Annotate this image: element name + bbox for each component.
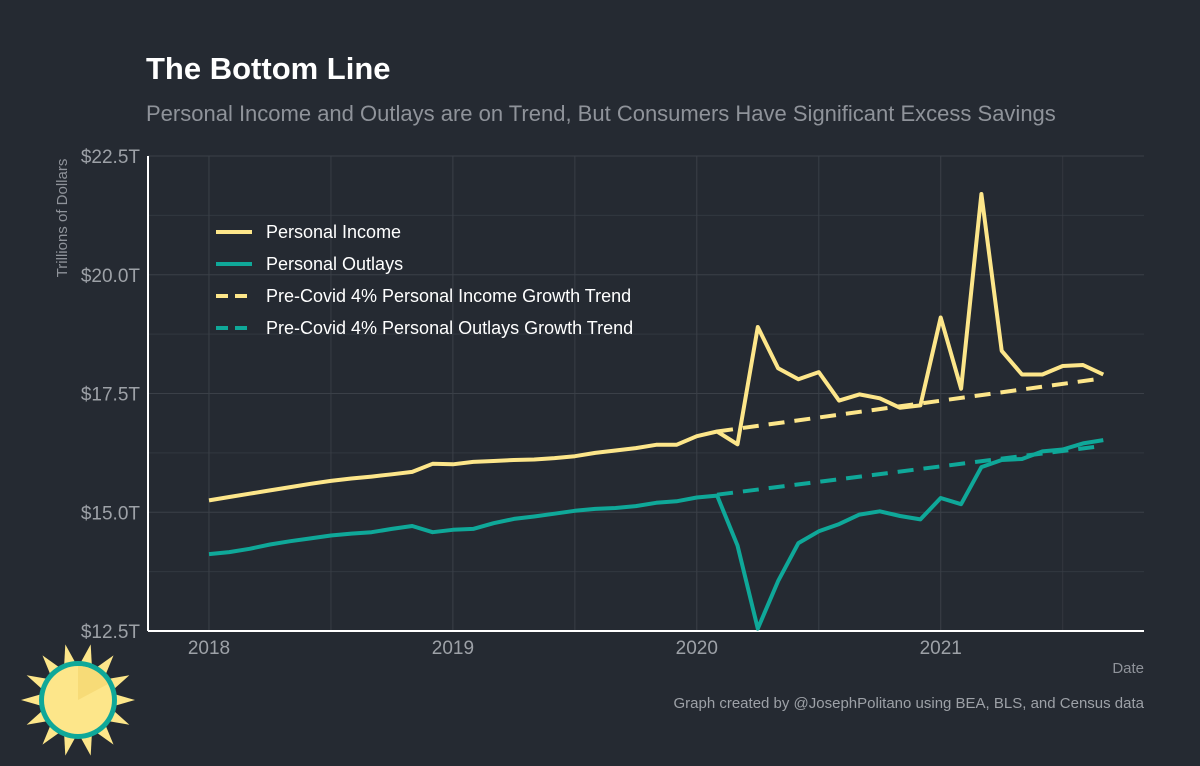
x-tick-label: 2018 [188, 638, 230, 659]
legend-label: Personal Income [266, 222, 401, 242]
series-line-personal-outlays [208, 438, 1104, 631]
source-caption: Graph created by @JosephPolitano using B… [673, 695, 1144, 712]
sun-ray [80, 734, 92, 756]
y-tick-labels: $12.5T $15.0T $17.5T $20.0T $22.5T [81, 147, 141, 643]
sun-ray [64, 734, 76, 756]
x-tick-label: 2021 [920, 638, 962, 659]
sun-ray [64, 644, 76, 666]
y-tick-label: $12.5T [81, 622, 141, 643]
x-tick-labels: 2018 2019 2020 2021 [188, 638, 962, 659]
series [208, 192, 1105, 631]
y-tick-label: $22.5T [81, 147, 141, 168]
legend: Personal Income Personal Outlays Pre-Covid… [216, 222, 633, 338]
x-axis-title: Date [1112, 660, 1144, 677]
sun-ray [21, 694, 42, 706]
chart-subtitle: Personal Income and Outlays are on Trend… [146, 101, 1056, 126]
gridlines [148, 155, 1144, 631]
y-tick-label: $15.0T [81, 503, 141, 524]
series-line-personal-income [208, 192, 1105, 503]
x-tick-label: 2020 [676, 638, 718, 659]
y-tick-label: $20.0T [81, 266, 141, 287]
legend-label: Pre-Covid 4% Personal Outlays Growth Tre… [266, 318, 633, 338]
y-tick-label: $17.5T [81, 385, 141, 406]
axes [147, 156, 1144, 632]
sun-logo-icon [21, 644, 135, 756]
x-tick-label: 2019 [432, 638, 474, 659]
legend-label: Pre-Covid 4% Personal Income Growth Tren… [266, 286, 631, 306]
y-axis-title: Trillions of Dollars [54, 159, 71, 278]
legend-label: Personal Outlays [266, 254, 403, 274]
chart-title: The Bottom Line [146, 51, 391, 86]
sun-ray [80, 644, 92, 666]
sun-ray [114, 694, 135, 706]
